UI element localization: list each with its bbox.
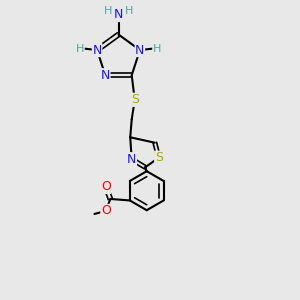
Text: N: N <box>114 8 123 22</box>
Text: H: H <box>125 5 133 16</box>
Text: S: S <box>155 151 163 164</box>
Text: N: N <box>100 69 110 82</box>
Text: O: O <box>101 205 111 218</box>
Text: N: N <box>127 153 136 166</box>
Text: H: H <box>104 5 112 16</box>
Text: S: S <box>131 93 139 106</box>
Text: H: H <box>76 44 84 53</box>
Text: H: H <box>153 44 161 53</box>
Text: N: N <box>135 44 145 56</box>
Text: N: N <box>92 44 102 56</box>
Text: O: O <box>101 181 111 194</box>
